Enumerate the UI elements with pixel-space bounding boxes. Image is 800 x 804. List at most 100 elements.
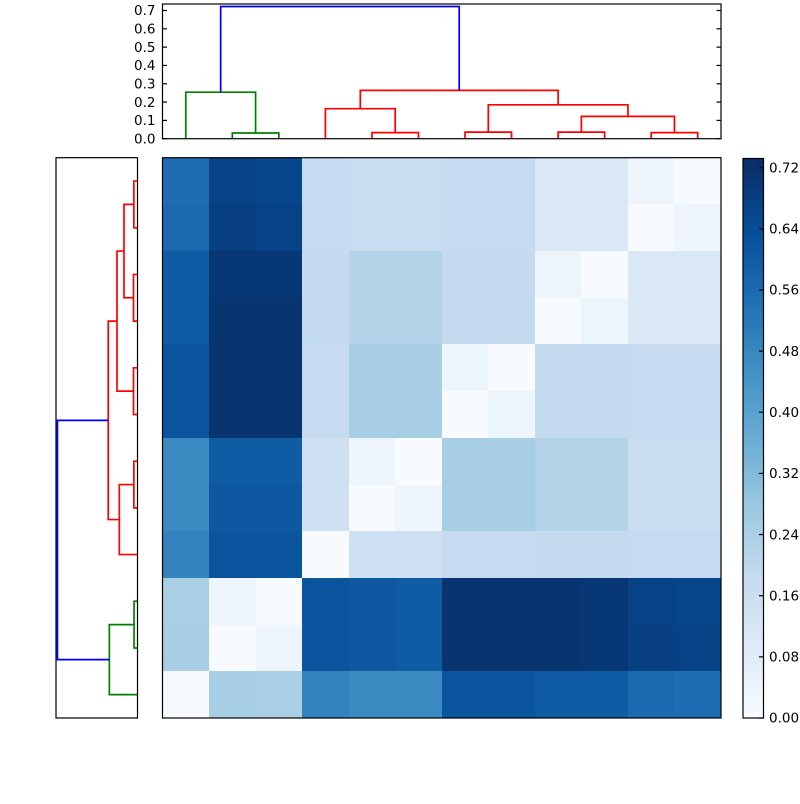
- heatmap-cell: [581, 671, 628, 718]
- left-dendrogram-link: [116, 250, 134, 393]
- heatmap-cell: [395, 578, 442, 625]
- heatmap-cell: [302, 671, 349, 718]
- heatmap-cell: [256, 158, 302, 204]
- heatmap-cell: [209, 158, 256, 204]
- heatmap-cell: [581, 438, 628, 485]
- left-dendrogram: [55, 157, 139, 719]
- heatmap-cell: [163, 251, 209, 298]
- heatmap-cell: [535, 158, 581, 204]
- heatmap-cell: [163, 671, 209, 718]
- heatmap-cell: [488, 578, 535, 625]
- heatmap-cell: [628, 485, 674, 531]
- heatmap-cell: [163, 438, 209, 485]
- heatmap-cell: [488, 438, 535, 485]
- colorbar-tick-label: 0.16: [769, 588, 799, 604]
- heatmap-cell: [674, 485, 721, 531]
- heatmap-cell: [674, 344, 721, 391]
- heatmap-cell: [256, 391, 302, 438]
- top-axis-tick-label: 0.4: [134, 58, 155, 74]
- heatmap-cell: [209, 438, 256, 485]
- top-axis-tick-label: 0.7: [134, 3, 155, 19]
- heatmap-cell: [256, 251, 302, 298]
- left-dendrogram-link: [132, 460, 138, 509]
- colorbar: 0.00 0.08 0.16 0.24 0.32 0.40 0.48 0.56 0.64 0.72: [742, 157, 799, 727]
- heatmap-cell: [535, 438, 581, 485]
- heatmap-cell: [395, 391, 442, 438]
- heatmap-cell: [535, 204, 581, 251]
- heatmap-cell: [488, 625, 535, 671]
- heatmap-cell: [256, 671, 302, 718]
- top-dendrogram-link: [487, 103, 629, 133]
- top-dendrogram-link: [184, 91, 257, 139]
- heatmap-cell: [395, 158, 442, 204]
- top-dendrogram-link: [580, 115, 676, 133]
- heatmap-cell: [209, 485, 256, 531]
- heatmap-cell: [674, 158, 721, 204]
- heatmap-cell: [256, 204, 302, 251]
- left-dendrogram-link: [56, 419, 110, 661]
- colorbar-tick-label: 0.08: [769, 650, 799, 666]
- heatmap-cell: [442, 251, 488, 298]
- heatmap-cell: [163, 204, 209, 251]
- colorbar-tick-label: 0.48: [769, 344, 799, 360]
- heatmap-cell: [349, 298, 395, 344]
- heatmap-cell: [395, 298, 442, 344]
- heatmap-cell: [581, 391, 628, 438]
- heatmap-cell: [535, 485, 581, 531]
- heatmap-cell: [256, 485, 302, 531]
- top-axis-tick-label: 0.1: [134, 113, 155, 129]
- heatmap-cell: [209, 251, 256, 298]
- heatmap-cell: [256, 438, 302, 485]
- top-axis-tick-label: 0.6: [134, 22, 155, 38]
- heatmap-cell: [535, 531, 581, 578]
- heatmap-cell: [163, 531, 209, 578]
- heatmap: [161, 157, 722, 719]
- left-dendrogram-border: [55, 157, 139, 719]
- heatmap-cell: [628, 531, 674, 578]
- heatmap-cell: [488, 671, 535, 718]
- heatmap-cell: [674, 391, 721, 438]
- left-dendrogram-link: [123, 203, 134, 299]
- heatmap-cell: [581, 625, 628, 671]
- heatmap-cell: [395, 344, 442, 391]
- top-dendrogram: 0.0 0.1 0.2 0.3 0.4 0.5 0.6 0.7: [134, 3, 722, 147]
- heatmap-cell: [674, 625, 721, 671]
- top-dendrogram-link: [650, 131, 699, 139]
- heatmap-cell: [442, 391, 488, 438]
- heatmap-cell: [628, 344, 674, 391]
- heatmap-cell: [628, 578, 674, 625]
- heatmap-cell: [442, 625, 488, 671]
- heatmap-cell: [302, 438, 349, 485]
- heatmap-cell: [674, 204, 721, 251]
- heatmap-cell: [302, 204, 349, 251]
- heatmap-cell: [302, 578, 349, 625]
- heatmap-cell: [488, 204, 535, 251]
- left-dendrogram-link: [118, 483, 138, 556]
- colorbar-border: [742, 157, 765, 719]
- heatmap-cell: [395, 251, 442, 298]
- heatmap-cell: [163, 578, 209, 625]
- heatmap-cell: [442, 438, 488, 485]
- heatmap-cell: [488, 298, 535, 344]
- heatmap-cell: [674, 531, 721, 578]
- left-dendrogram-link: [107, 320, 120, 521]
- heatmap-cell: [209, 578, 256, 625]
- heatmap-cell: [488, 251, 535, 298]
- heatmap-cell: [442, 204, 488, 251]
- heatmap-cell: [349, 485, 395, 531]
- heatmap-cell: [209, 625, 256, 671]
- heatmap-cell: [581, 158, 628, 204]
- heatmap-cell: [628, 625, 674, 671]
- top-dendrogram-link: [464, 131, 513, 139]
- heatmap-cell: [209, 298, 256, 344]
- heatmap-cell: [442, 158, 488, 204]
- heatmap-cell: [535, 391, 581, 438]
- heatmap-cell: [256, 298, 302, 344]
- heatmap-cell: [302, 625, 349, 671]
- top-axis-tick-label: 0.0: [134, 131, 155, 147]
- heatmap-cell: [674, 298, 721, 344]
- heatmap-cell: [535, 251, 581, 298]
- heatmap-cell: [209, 531, 256, 578]
- heatmap-cell: [395, 204, 442, 251]
- top-dendrogram-link: [371, 131, 420, 139]
